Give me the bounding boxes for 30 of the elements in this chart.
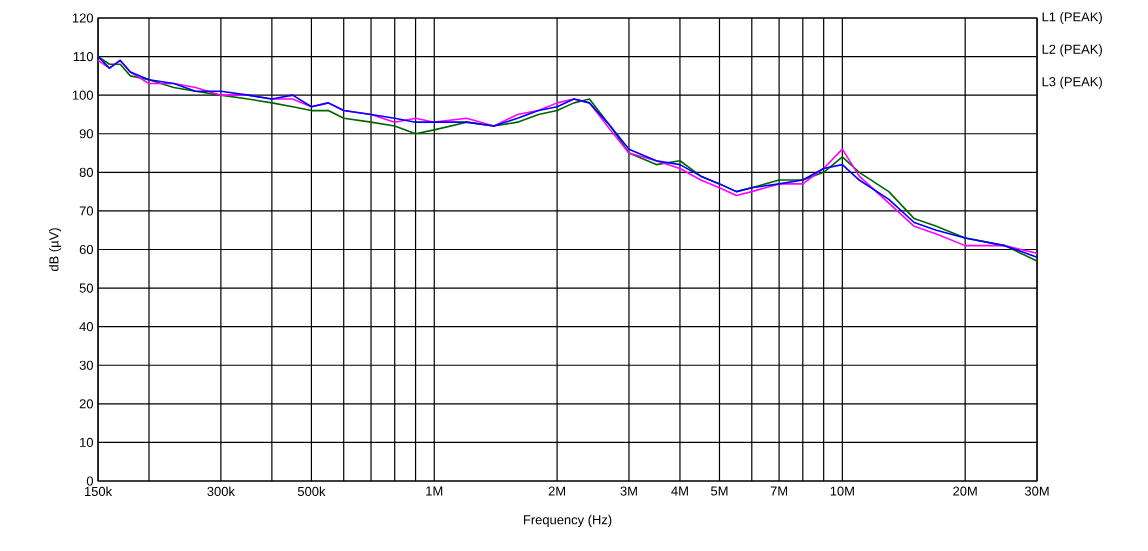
y-tick-label: 90: [79, 129, 94, 139]
y-tick-label: 0: [86, 476, 94, 486]
text: L2 (PEAK): [1042, 44, 1102, 57]
y-tick-label: 60: [79, 244, 94, 255]
x-tick-label: 300k: [207, 486, 235, 497]
y-tick-label: 10: [80, 437, 94, 447]
y-tick-label: 70: [79, 206, 94, 216]
y-tick-label: 80: [79, 167, 94, 177]
x-tick-label: 10M: [830, 486, 854, 496]
text: L1 (PEAK): [1042, 11, 1102, 25]
y-tick-label: 100: [72, 90, 94, 100]
y-tick-label: 40: [79, 322, 94, 332]
y-axis-title: dB (µV): [49, 228, 62, 272]
x-tick-label: 20M: [953, 486, 977, 496]
y-tick-label: 110: [73, 51, 94, 62]
y-tick-label: 20: [79, 399, 94, 409]
y-tick-label: 30: [79, 360, 94, 370]
y-tick-label: 120: [72, 13, 94, 23]
x-tick-label: 7M: [770, 486, 788, 496]
x-tick-label: 2M: [548, 486, 566, 496]
y-tick-label: 50: [79, 283, 94, 293]
x-tick-label: 5M: [711, 486, 728, 496]
x-tick-label: 3M: [620, 486, 637, 496]
x-tick-label: 500k: [297, 486, 326, 497]
x-tick-label: 150k: [84, 486, 113, 497]
x-axis-title: Frequency (Hz): [523, 514, 612, 527]
x-tick-label: 4M: [671, 486, 688, 496]
x-tick-label: 30M: [1024, 486, 1049, 496]
x-tick-label: 1M: [426, 486, 443, 496]
text: L3 (PEAK): [1042, 76, 1102, 89]
